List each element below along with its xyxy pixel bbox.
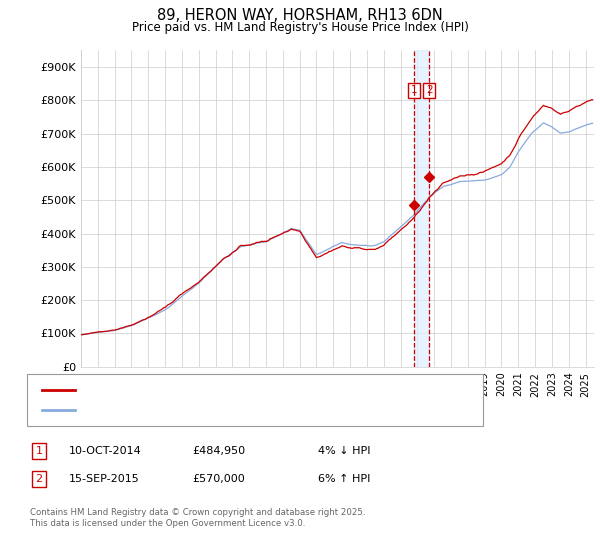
Text: 15-SEP-2015: 15-SEP-2015 (69, 474, 140, 484)
Text: 89, HERON WAY, HORSHAM, RH13 6DN (detached house): 89, HERON WAY, HORSHAM, RH13 6DN (detach… (81, 385, 379, 395)
Text: £570,000: £570,000 (192, 474, 245, 484)
Text: 2: 2 (35, 474, 43, 484)
Text: Price paid vs. HM Land Registry's House Price Index (HPI): Price paid vs. HM Land Registry's House … (131, 21, 469, 34)
Bar (413, 50, 430, 367)
Text: 1: 1 (410, 85, 417, 95)
Text: 4% ↓ HPI: 4% ↓ HPI (318, 446, 371, 456)
Text: Contains HM Land Registry data © Crown copyright and database right 2025.
This d: Contains HM Land Registry data © Crown c… (30, 508, 365, 528)
Text: £484,950: £484,950 (192, 446, 245, 456)
Text: 10-OCT-2014: 10-OCT-2014 (69, 446, 142, 456)
Text: 2: 2 (426, 85, 433, 95)
Text: 1: 1 (35, 446, 43, 456)
Text: HPI: Average price, detached house, Horsham: HPI: Average price, detached house, Hors… (81, 405, 321, 415)
Text: 89, HERON WAY, HORSHAM, RH13 6DN: 89, HERON WAY, HORSHAM, RH13 6DN (157, 8, 443, 24)
Text: 6% ↑ HPI: 6% ↑ HPI (318, 474, 370, 484)
